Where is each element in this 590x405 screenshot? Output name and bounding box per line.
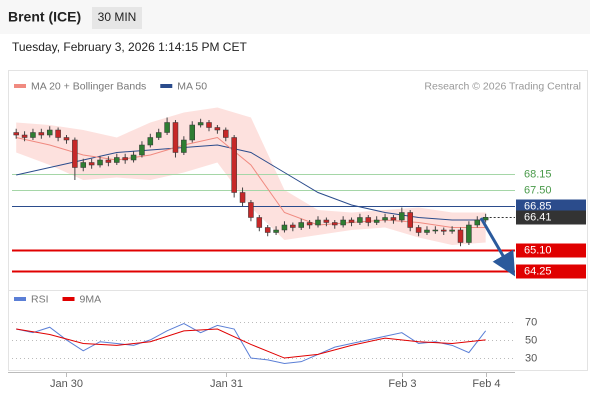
header-bar [0,0,590,34]
legend-label: MA 50 [177,80,207,92]
y-tick-label: 30 [525,352,537,364]
candle-body [273,229,279,233]
candle-body [21,134,28,138]
x-tick-label: Feb 3 [388,378,416,390]
candle-body [407,212,413,228]
candle-body [13,132,19,136]
candle-body [181,139,187,153]
level-label: 66.41 [524,211,552,223]
candle-body [457,229,464,243]
x-tick-label: Jan 31 [210,378,243,390]
candle-body [130,154,137,161]
candle-body [147,137,154,146]
legend-swatch [14,84,26,88]
candle-body [482,217,489,221]
candle-body [264,227,271,233]
candle-body [365,217,372,223]
candle-body [197,122,204,126]
level-label: 66.85 [524,200,552,212]
candle-body [248,202,254,218]
datetime: Tuesday, February 3, 2026 1:14:15 PM CET [12,40,247,54]
source: Research © 2026 Trading Central [424,80,581,92]
candle-body [139,144,145,156]
candle-body [315,219,321,226]
candle-body [214,127,221,131]
panel-frame [8,70,588,371]
title: Brent (ICE) [8,9,81,25]
x-tick-label: Jan 30 [50,378,83,390]
candle-body [373,219,380,223]
candle-body [306,222,313,226]
candle-body [114,157,120,163]
level-box [516,210,586,225]
candle-body [223,129,229,138]
candle-body [122,157,128,161]
candle-body [88,162,95,166]
level-label: 67.50 [524,184,552,196]
timeframe-box [92,7,142,29]
candle-body [298,222,304,228]
candle-body [206,122,212,128]
legend-swatch [160,84,173,88]
candle-body [38,132,45,136]
level-label: 65.10 [524,244,552,256]
plot: MA 20 + Bollinger Bands MA 50 Research © 2… [12,80,586,390]
candle-body [231,137,237,193]
moving-average [16,136,486,228]
candle-body [63,137,70,141]
candle-body [449,229,455,232]
candle-body [189,124,195,141]
candle-body [399,212,405,221]
candle-body [348,219,355,223]
candle-body [80,162,87,168]
legend-label: RSI [31,293,49,305]
candle-body [424,229,430,233]
candle-body [105,159,112,163]
candle-body [382,217,388,221]
candle-body [281,224,288,231]
level-box [516,243,586,258]
candle-body [290,224,296,228]
candle-body [340,219,346,226]
x-tick-label: Feb 4 [472,378,500,390]
series-line [16,323,487,364]
moving-average [16,144,486,221]
candle-body [415,227,422,233]
forecast-arrow [479,217,516,277]
series-line [16,328,486,359]
legend-swatch [14,297,26,301]
candle-body [30,132,36,138]
level-label: 68.15 [524,168,552,180]
candle-body [239,192,246,203]
timeframe: 30 MIN [98,10,137,24]
candle-body [440,229,447,232]
y-tick-label: 50 [525,334,537,346]
candle-body [466,224,472,243]
candle-body [357,217,363,223]
candle-body [164,122,170,133]
legend-label: MA 20 + Bollinger Bands [31,80,146,92]
candle-body [256,217,263,228]
level-box [516,264,586,279]
level-box [516,199,586,214]
candle-body [474,219,481,226]
candle-body [155,132,162,138]
legend-label: 9MA [80,293,102,305]
bollinger-band [16,107,486,245]
y-tick-label: 70 [525,316,537,328]
candle-body [55,129,61,138]
level-label: 64.25 [524,265,552,277]
candle-body [323,219,330,223]
candle-body [432,229,439,232]
candle-body [332,222,338,226]
candle-body [390,217,397,221]
candle-body [46,129,53,136]
candle-body [172,122,179,153]
candle-body [97,159,103,166]
legend-swatch [62,297,75,301]
candle-body [72,139,78,168]
